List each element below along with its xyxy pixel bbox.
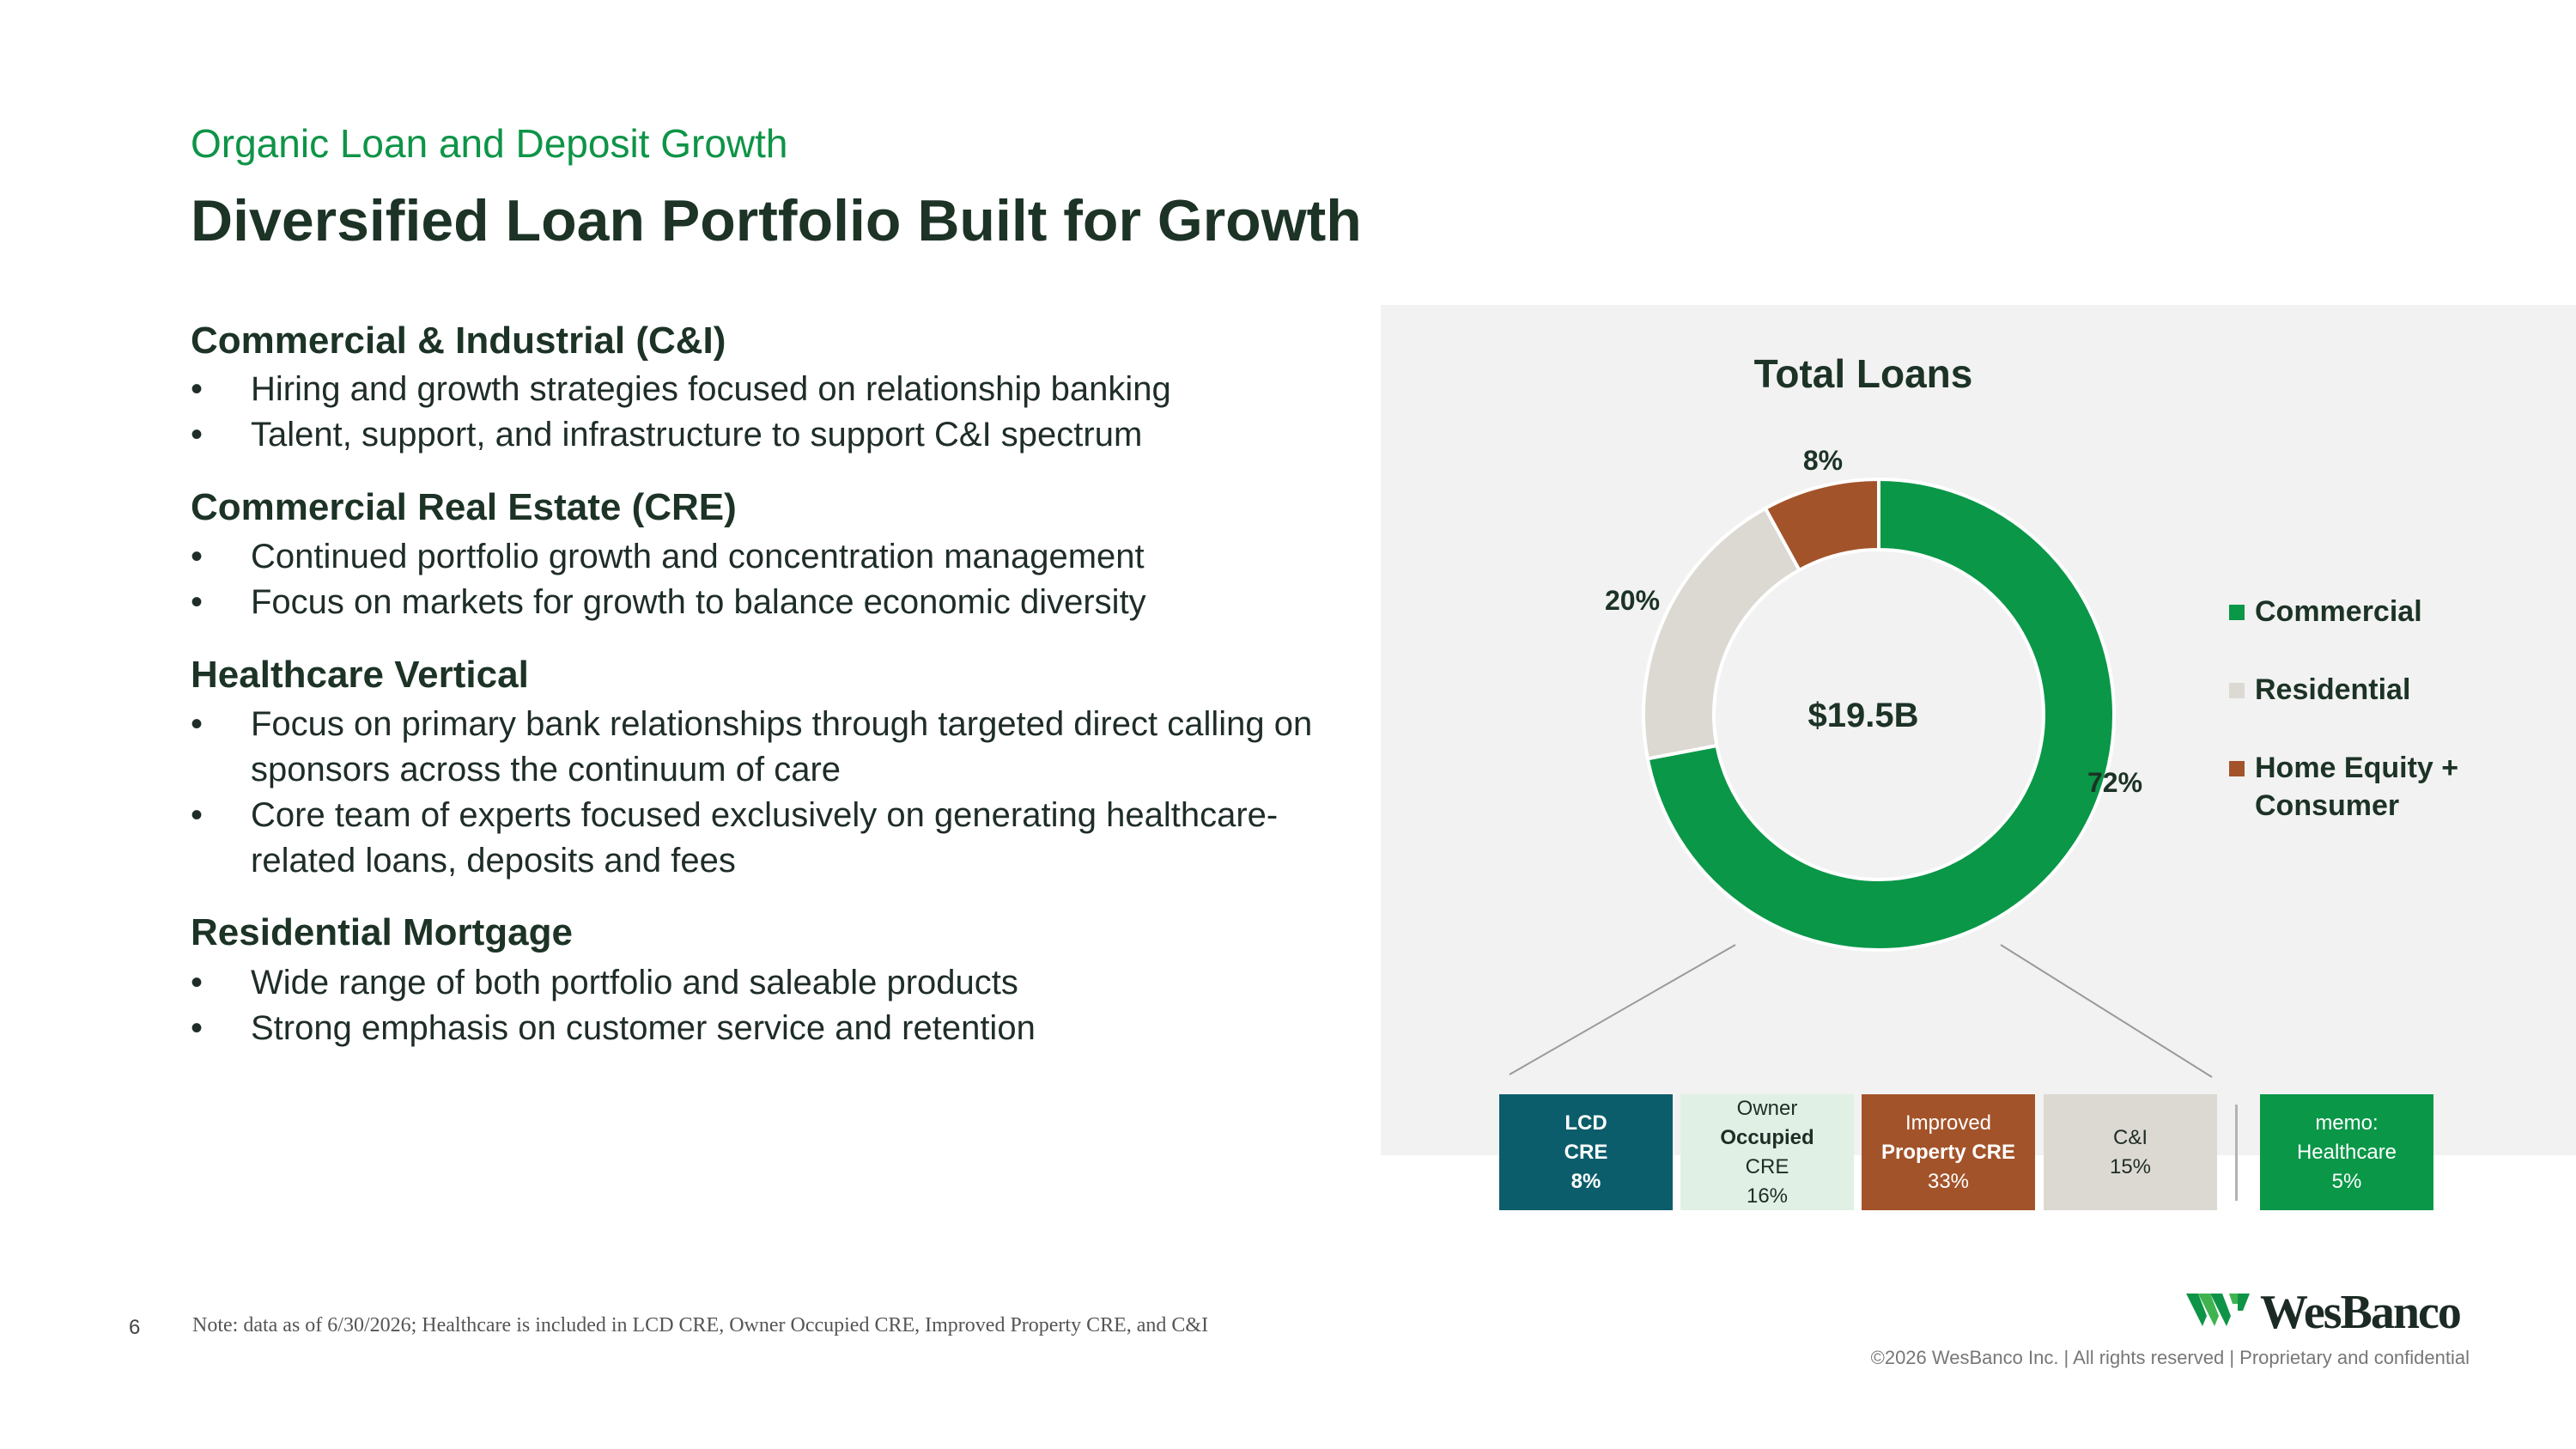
breakdown-box-line: Occupied <box>1720 1125 1814 1149</box>
breakdown-box-healthcare-memo: memo: Healthcare 5% <box>2260 1094 2433 1210</box>
bullet-dot: • <box>191 705 204 743</box>
bullet-item: • Continued portfolio growth and concent… <box>191 534 1376 580</box>
donut-slice-commercial <box>1645 477 2116 952</box>
legend-item-commercial: Commercial <box>2229 593 2512 630</box>
donut-slice-home-equity-consumer <box>1763 477 1880 573</box>
section-heading-residential: Residential Mortgage <box>191 911 573 953</box>
footnote: Note: data as of 6/30/2026; Healthcare i… <box>192 1314 1209 1336</box>
breakdown-box-line: C&I <box>2112 1125 2148 1149</box>
slide-title: Diversified Loan Portfolio Built for Gro… <box>191 188 1362 253</box>
donut-chart: 72% 20% 8% $19.5B <box>1509 445 2213 1078</box>
bullet-dot: • <box>191 964 204 1002</box>
section-heading-ci: Commercial & Industrial (C&I) <box>191 320 726 362</box>
bullet-item: • Hiring and growth strategies focused o… <box>191 367 1376 412</box>
breakdown-box-line: memo: <box>2315 1111 2379 1135</box>
breakdown-box-line: Healthcare <box>2296 1140 2397 1164</box>
donut-slice-residential <box>1642 506 1802 761</box>
breakdown-box-line: CRE <box>1564 1140 1608 1164</box>
breakdown-box-line: 5% <box>2331 1169 2362 1193</box>
bullet-item: • Talent, support, and infrastructure to… <box>191 412 1376 458</box>
breakdown-box-line: Improved <box>1905 1111 1992 1135</box>
breakdown-box-line: LCD <box>1564 1111 1607 1135</box>
callout-line-left <box>1509 944 1736 1075</box>
page-number: 6 <box>129 1316 141 1339</box>
data-label-home-equity-consumer: 8% <box>1803 445 1843 476</box>
section-heading-healthcare: Healthcare Vertical <box>191 654 529 696</box>
bullet-item: • Wide range of both portfolio and salea… <box>191 960 1376 1006</box>
bullet-dot: • <box>191 538 204 575</box>
chart-title: Total Loans <box>1753 351 1973 396</box>
bullet-dot: • <box>191 370 204 408</box>
breakdown-box-lcd-cre: LCD CRE 8% <box>1499 1094 1673 1210</box>
legend-item-home-equity: Home Equity + Consumer <box>2229 749 2512 825</box>
breakdown-box-improved-property-cre: Improved Property CRE 33% <box>1862 1094 2035 1210</box>
chart-panel <box>1381 305 2576 1155</box>
breakdown-box-owner-occupied-cre: Owner Occupied CRE 16% <box>1680 1094 1854 1210</box>
bullet-dot: • <box>191 796 204 834</box>
legend-swatch <box>2229 605 2245 620</box>
legend-swatch <box>2229 683 2245 698</box>
breakdown-box-line: CRE <box>1745 1154 1789 1178</box>
bullet-item: • Core team of experts focused exclusive… <box>191 793 1376 884</box>
slide-subtitle: Organic Loan and Deposit Growth <box>191 121 788 166</box>
wesbanco-w-icon <box>2186 1294 2250 1326</box>
callout-line-right <box>2000 944 2213 1078</box>
section-heading-cre: Commercial Real Estate (CRE) <box>191 486 737 528</box>
copyright-text: ©2026 WesBanco Inc. | All rights reserve… <box>1870 1347 2470 1368</box>
breakdown-box-line: 15% <box>2109 1154 2152 1178</box>
breakdown-box-line: Owner <box>1736 1096 1798 1120</box>
breakdown-box-line: 33% <box>1927 1169 1970 1193</box>
breakdown-box-ci: C&I 15% <box>2044 1094 2217 1210</box>
breakdown-divider <box>2235 1105 2238 1201</box>
bullet-dot: • <box>191 416 204 454</box>
wesbanco-logo-text: WesBanco <box>2260 1286 2462 1339</box>
legend-item-residential: Residential <box>2229 671 2512 709</box>
data-label-commercial: 72% <box>2087 767 2142 798</box>
data-label-residential: 20% <box>1605 585 1660 616</box>
breakdown-box-line: 8% <box>1571 1169 1601 1193</box>
breakdown-box-line: Property CRE <box>1880 1140 2016 1164</box>
breakdown-box-line: 16% <box>1746 1184 1789 1208</box>
bullet-item: • Focus on markets for growth to balance… <box>191 580 1376 625</box>
legend-swatch <box>2229 761 2245 776</box>
bullet-dot: • <box>191 583 204 621</box>
bullet-dot: • <box>191 1009 204 1047</box>
center-total-label: $19.5B <box>1808 697 1919 734</box>
bullet-item: • Focus on primary bank relationships th… <box>191 702 1376 793</box>
bullet-item: • Strong emphasis on customer service an… <box>191 1006 1376 1051</box>
